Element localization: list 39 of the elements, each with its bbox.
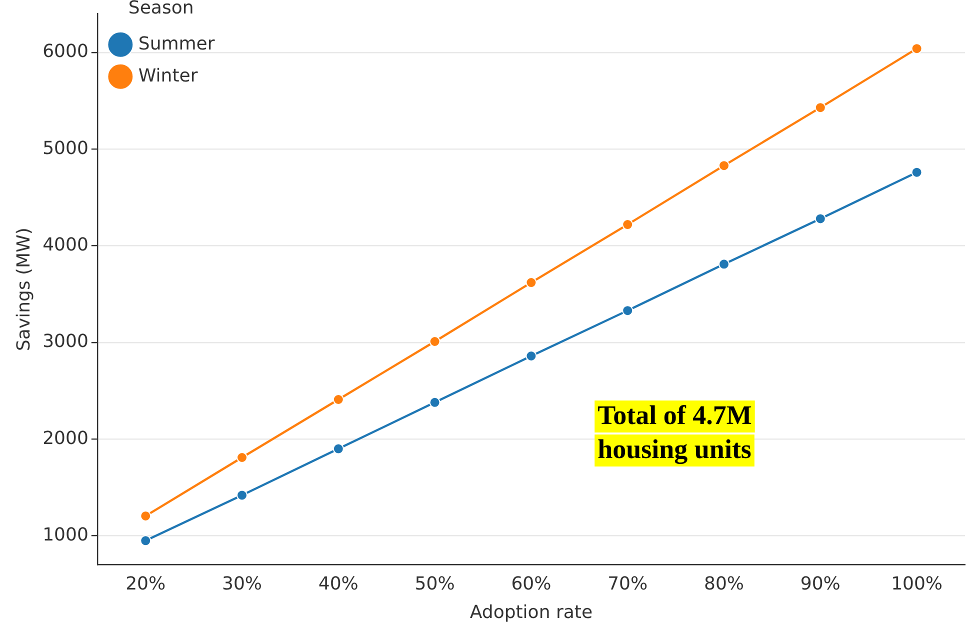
point (911, 43, 922, 54)
x-tick-label: 60% (511, 573, 552, 594)
point (332, 394, 344, 405)
y-tick-label: 3000 (42, 331, 88, 352)
x-tick-label: 50% (414, 573, 455, 594)
y-axis-title: Savings (MW) (13, 228, 34, 352)
x-tick-label: 30% (222, 573, 262, 594)
point (911, 166, 922, 178)
x-axis-title: Adoption rate (470, 602, 593, 623)
legend-label: Winter (138, 65, 198, 86)
point (429, 396, 440, 408)
x-tick-label: 90% (800, 573, 840, 594)
y-tick-label: 6000 (42, 41, 88, 62)
point (718, 160, 730, 172)
x-tick-label: 70% (608, 573, 648, 594)
point (236, 452, 248, 463)
point (429, 336, 440, 347)
y-tick-label: 1000 (42, 524, 88, 546)
x-tick-label: 40% (318, 573, 358, 594)
point (814, 102, 826, 114)
point (526, 277, 537, 288)
point (718, 258, 730, 270)
point (236, 490, 248, 501)
x-tick-label: 20% (126, 573, 166, 594)
point (526, 350, 537, 362)
legend-label: Summer (138, 33, 216, 54)
point (140, 535, 152, 546)
x-tick-label: 80% (704, 573, 744, 594)
x-tick-label: 100% (891, 573, 943, 594)
annotation: Total of 4.7M housing units (598, 400, 752, 464)
point (622, 305, 634, 316)
point (332, 443, 344, 454)
y-tick-label: 5000 (42, 138, 88, 159)
point (140, 510, 152, 522)
point (622, 219, 634, 230)
legend-title: Season (128, 0, 194, 19)
y-tick-label: 2000 (42, 428, 88, 449)
point (814, 213, 826, 224)
y-tick-label: 4000 (42, 234, 88, 256)
